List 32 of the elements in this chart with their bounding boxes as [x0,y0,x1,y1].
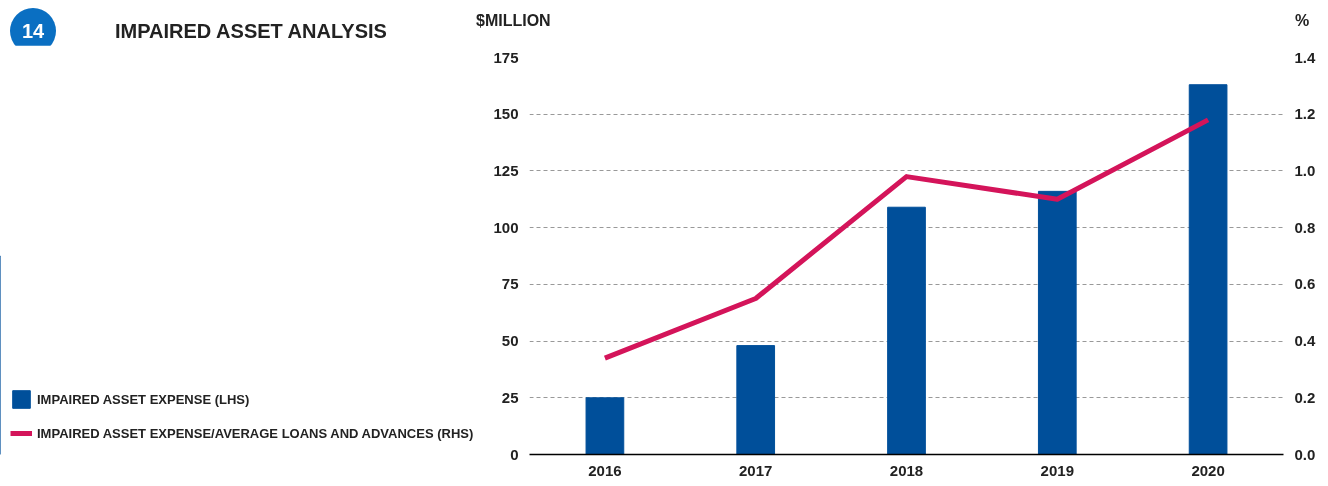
bar [736,345,776,455]
y-tick-label: 50 [501,332,519,350]
y-tick-label: 75 [501,275,519,293]
y-tick-label: 100 [493,218,519,236]
y2-tick-label: 0.6 [1294,275,1316,293]
y2-tick-label: 0.2 [1294,388,1316,406]
x-tick-label: 2020 [1191,461,1225,479]
x-tick-label: 2017 [739,461,773,479]
y-tick-label: 25 [501,388,519,406]
y2-tick-label: 0.0 [1294,445,1316,463]
y-tick-label: 125 [493,161,519,179]
y2-tick-label: 1.0 [1294,161,1316,179]
x-tick-label: 2016 [588,461,622,479]
text: 14 [10,8,56,54]
bar [1037,190,1077,455]
y-tick-label: 0 [510,445,519,463]
y-tick-label: 175 [493,48,519,66]
bar [585,397,625,455]
y2-tick-label: 0.4 [1294,332,1317,350]
x-tick-label: 2018 [889,461,924,479]
y2-tick-label: 1.4 [1294,48,1317,66]
y2-axis-title: % [1295,12,1310,30]
legend-label: IMPAIRED ASSET EXPENSE/AVERAGE LOANS AND ADVANCES (RHS) [37,425,474,441]
legend-label: IMPAIRED ASSET EXPENSE (LHS) [37,391,250,407]
y2-tick-label: 0.8 [1294,218,1316,236]
y-axis-title: $MILLION [476,12,551,30]
bar [1188,84,1228,455]
text: IMPAIRED ASSET ANALYSIS [115,20,387,43]
x-tick-label: 2019 [1040,461,1074,479]
y-tick-label: 150 [493,105,519,123]
y2-tick-label: 1.2 [1294,105,1316,123]
bar [887,206,926,455]
